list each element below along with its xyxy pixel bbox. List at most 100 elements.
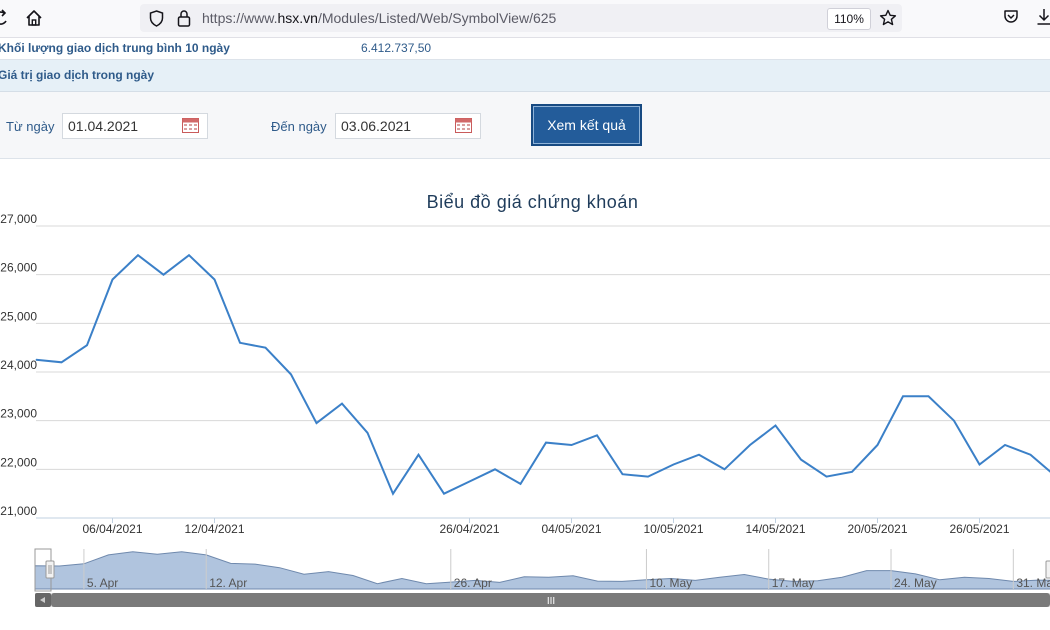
arrow-left-icon <box>40 597 45 603</box>
navigator-handle-left[interactable] <box>45 560 55 579</box>
navigator-labels: 5. Apr 12. Apr 26. Apr 10. May 17. May 24. Ma… <box>87 576 1050 590</box>
navigator-label: 10. May <box>649 576 692 590</box>
price-point <box>188 254 190 256</box>
price-point <box>902 395 904 397</box>
price-point <box>163 274 164 276</box>
x-tick-label: 14/05/2021 <box>745 522 805 536</box>
price-series-line <box>35 253 1050 496</box>
price-point <box>61 361 62 363</box>
navigator-label: 17. May <box>772 576 815 590</box>
calendar-icon[interactable] <box>455 118 472 133</box>
y-tick-label: 22,000 <box>0 455 37 469</box>
price-point <box>724 468 725 470</box>
avg-volume-label: Khối lượng giao dịch trung bình 10 ngày <box>0 41 230 55</box>
navigator-label: 12. Apr <box>209 576 247 590</box>
price-point <box>392 493 394 495</box>
zoom-indicator[interactable]: 110% <box>827 8 871 30</box>
price-point <box>137 254 139 256</box>
from-date-value: 01.04.2021 <box>68 118 139 134</box>
url-text[interactable]: https://www.hsx.vn/Modules/Listed/Web/Sy… <box>202 10 556 26</box>
chart-title: Biểu đồ giá chứng khoán <box>426 192 639 212</box>
daily-value-row[interactable]: Giá trị giao dịch trong ngày <box>0 60 1050 92</box>
navigator-area <box>34 551 1050 590</box>
pocket-icon[interactable] <box>1003 9 1019 25</box>
view-results-button[interactable]: Xem kết quả <box>531 104 642 146</box>
scrollbar-grip: III <box>547 596 555 607</box>
price-point <box>367 432 368 434</box>
navigator-label: 31. May <box>1016 576 1050 590</box>
price-point <box>647 476 649 478</box>
price-point <box>112 279 113 281</box>
navigator-label: 26. Apr <box>454 576 492 590</box>
price-point <box>851 471 853 473</box>
price-point <box>418 454 419 456</box>
navigator-label: 24. May <box>894 576 937 590</box>
navigator-grid <box>83 549 1014 589</box>
chart-grid <box>36 225 1050 519</box>
url-domain: hsx.vn <box>277 10 318 26</box>
avg-volume-value: 6.412.737,50 <box>361 41 432 55</box>
price-point <box>698 454 700 456</box>
y-tick-label: 25,000 <box>0 309 37 323</box>
daily-value-label: Giá trị giao dịch trong ngày <box>0 68 155 82</box>
price-point <box>494 468 496 470</box>
address-bar[interactable]: https://www.hsx.vn/Modules/Listed/Web/Sy… <box>140 4 902 32</box>
avg-volume-row: Khối lượng giao dịch trung bình 10 ngày … <box>0 38 1050 60</box>
price-point <box>826 476 827 478</box>
x-axis-ticks: 06/04/2021 12/04/2021 26/04/2021 04/05/2021… <box>82 518 1010 536</box>
shield-icon[interactable] <box>149 10 164 27</box>
from-date-input[interactable]: 01.04.2021 <box>62 113 208 139</box>
date-filter: Từ ngày 01.04.2021 Đến ngày 03.06.2021 <box>0 92 1050 159</box>
to-date-input[interactable]: 03.06.2021 <box>335 113 481 139</box>
price-point <box>520 483 521 485</box>
price-point <box>800 459 802 461</box>
price-point <box>571 444 572 446</box>
lock-icon[interactable] <box>177 9 191 27</box>
url-path: /Modules/Listed/Web/SymbolView/625 <box>317 10 557 26</box>
from-date-label: Từ ngày <box>6 119 55 134</box>
price-point <box>469 481 470 482</box>
scrollbar-thumb[interactable] <box>51 593 1050 607</box>
price-point <box>877 444 878 446</box>
price-point <box>1004 444 1006 446</box>
x-tick-label: 04/05/2021 <box>541 522 601 536</box>
price-point <box>673 463 674 465</box>
y-tick-label: 24,000 <box>0 358 37 372</box>
price-point <box>545 442 547 444</box>
y-axis-ticks: 21,000 22,000 23,000 24,000 25,000 26,000 27,0… <box>0 212 37 518</box>
price-point <box>979 463 980 465</box>
download-icon[interactable] <box>1036 8 1050 26</box>
price-point <box>290 373 292 375</box>
price-point <box>775 425 776 427</box>
y-tick-label: 21,000 <box>0 504 37 518</box>
price-point <box>35 359 37 361</box>
x-tick-label: 12/04/2021 <box>184 522 244 536</box>
y-tick-label: 26,000 <box>0 261 37 275</box>
y-tick-label: 23,000 <box>0 407 37 421</box>
x-tick-label: 26/04/2021 <box>439 522 499 536</box>
navigator-handle-right[interactable] <box>1045 560 1050 579</box>
price-point <box>596 434 598 436</box>
price-point <box>749 444 751 446</box>
bookmark-star-icon[interactable] <box>879 9 897 27</box>
url-prefix: https://www. <box>202 10 278 26</box>
y-tick-label: 27,000 <box>0 212 37 226</box>
price-point <box>622 473 623 475</box>
x-tick-label: 20/05/2021 <box>847 522 907 536</box>
x-tick-label: 26/05/2021 <box>949 522 1009 536</box>
to-date-value: 03.06.2021 <box>341 118 412 134</box>
reload-icon[interactable] <box>0 9 10 27</box>
to-date-label: Đến ngày <box>271 119 327 134</box>
x-tick-label: 06/04/2021 <box>82 522 142 536</box>
price-point <box>239 342 241 344</box>
browser-toolbar: https://www.hsx.vn/Modules/Listed/Web/Sy… <box>0 0 1050 38</box>
calendar-icon[interactable] <box>182 118 199 133</box>
price-point <box>953 420 955 422</box>
price-points <box>35 254 1031 495</box>
price-point <box>316 422 317 424</box>
price-point <box>443 493 445 495</box>
price-point <box>1030 454 1031 456</box>
price-point <box>214 279 215 281</box>
home-icon[interactable] <box>25 9 43 27</box>
